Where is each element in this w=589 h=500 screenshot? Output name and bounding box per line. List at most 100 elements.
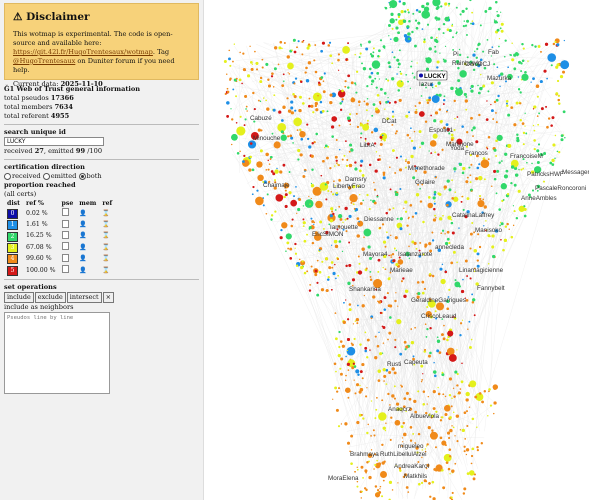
pseudo-label[interactable]: Iamouette [330, 224, 359, 231]
wot-node[interactable] [397, 62, 401, 66]
wot-node[interactable] [374, 188, 376, 191]
wot-node[interactable] [348, 163, 353, 168]
wot-node[interactable] [454, 435, 456, 437]
wot-node[interactable] [331, 62, 334, 65]
wot-node[interactable] [267, 159, 270, 162]
wot-node[interactable] [293, 82, 296, 85]
wot-node[interactable] [304, 199, 314, 208]
wot-node[interactable] [426, 443, 429, 446]
wot-node[interactable] [391, 51, 394, 54]
wot-node[interactable] [245, 105, 248, 108]
wot-node[interactable] [442, 215, 444, 217]
wot-node[interactable] [310, 154, 314, 158]
wot-node[interactable] [358, 390, 362, 394]
wot-node[interactable] [423, 479, 427, 483]
wot-node[interactable] [532, 77, 535, 81]
wot-node[interactable] [546, 77, 548, 80]
wot-node[interactable] [395, 249, 398, 252]
wot-node[interactable] [383, 460, 386, 463]
wot-node[interactable] [361, 490, 363, 493]
wot-node[interactable] [293, 50, 297, 54]
wot-node[interactable] [389, 271, 392, 274]
wot-node[interactable] [379, 155, 381, 157]
wot-node[interactable] [278, 46, 282, 50]
wot-node[interactable] [492, 118, 495, 120]
wot-node[interactable] [451, 179, 453, 181]
wot-node[interactable] [454, 118, 456, 120]
wot-node[interactable] [495, 1, 498, 4]
pseudo-label[interactable]: migueleo [398, 443, 424, 450]
wot-node[interactable] [462, 25, 465, 28]
wot-node[interactable] [392, 149, 395, 152]
pseudo-label[interactable]: Minouche [253, 135, 281, 142]
wot-node[interactable] [479, 197, 482, 201]
wot-node[interactable] [419, 187, 421, 190]
wot-node[interactable] [419, 241, 422, 244]
pseudo-label[interactable]: CriscoLeaud [421, 313, 457, 320]
wot-node[interactable] [226, 101, 230, 105]
wot-node[interactable] [415, 169, 418, 172]
wot-node[interactable] [437, 17, 441, 21]
wot-node[interactable] [516, 133, 519, 136]
wot-node[interactable] [483, 225, 485, 227]
wot-node[interactable] [442, 126, 446, 130]
wot-node[interactable] [415, 108, 418, 111]
wot-node[interactable] [533, 105, 537, 109]
wot-node[interactable] [345, 164, 349, 167]
wot-node[interactable] [394, 192, 399, 197]
wot-node[interactable] [315, 200, 323, 209]
wot-node[interactable] [351, 184, 356, 189]
wot-node[interactable] [349, 450, 351, 453]
wot-node[interactable] [476, 259, 479, 262]
wot-node[interactable] [394, 132, 397, 135]
wot-node[interactable] [277, 122, 287, 132]
wot-node[interactable] [308, 145, 312, 149]
wot-node[interactable] [440, 232, 443, 235]
wot-node[interactable] [554, 134, 557, 137]
wot-node[interactable] [420, 364, 424, 368]
wot-node[interactable] [250, 67, 254, 71]
wot-node[interactable] [346, 349, 349, 352]
wot-node[interactable] [439, 217, 443, 221]
wot-node[interactable] [374, 485, 378, 488]
wot-node[interactable] [277, 63, 280, 66]
wot-node[interactable] [396, 58, 400, 62]
wot-node[interactable] [477, 233, 480, 236]
wot-node[interactable] [543, 180, 546, 183]
wot-node[interactable] [346, 338, 350, 342]
wot-node[interactable] [394, 100, 397, 104]
wot-node[interactable] [521, 59, 525, 63]
wot-node[interactable] [555, 65, 559, 69]
wot-node[interactable] [284, 193, 288, 197]
wot-node[interactable] [288, 171, 291, 173]
wot-node[interactable] [308, 227, 311, 230]
wot-node[interactable] [355, 91, 358, 94]
wot-node[interactable] [231, 118, 234, 121]
wot-node[interactable] [433, 193, 437, 196]
wot-node[interactable] [293, 117, 302, 127]
wot-node[interactable] [344, 218, 347, 221]
wot-node[interactable] [515, 52, 519, 56]
wot-node[interactable] [265, 213, 268, 215]
wot-node[interactable] [494, 229, 499, 233]
wot-node[interactable] [458, 53, 462, 57]
wot-node[interactable] [298, 197, 302, 201]
wot-node[interactable] [532, 124, 535, 127]
wot-node[interactable] [448, 288, 451, 291]
wot-node[interactable] [383, 296, 387, 300]
wot-node[interactable] [500, 183, 507, 190]
wot-node[interactable] [354, 470, 356, 473]
wot-node[interactable] [466, 424, 469, 427]
wot-node[interactable] [287, 72, 289, 74]
wot-node[interactable] [375, 288, 377, 291]
wot-node[interactable] [415, 9, 419, 12]
wot-node[interactable] [438, 351, 442, 354]
wot-node[interactable] [226, 90, 230, 94]
wot-node[interactable] [446, 230, 450, 234]
wot-node[interactable] [299, 131, 306, 138]
wot-node[interactable] [359, 52, 362, 55]
wot-node[interactable] [310, 217, 313, 220]
wot-node[interactable] [423, 40, 426, 44]
wot-node[interactable] [386, 292, 389, 294]
